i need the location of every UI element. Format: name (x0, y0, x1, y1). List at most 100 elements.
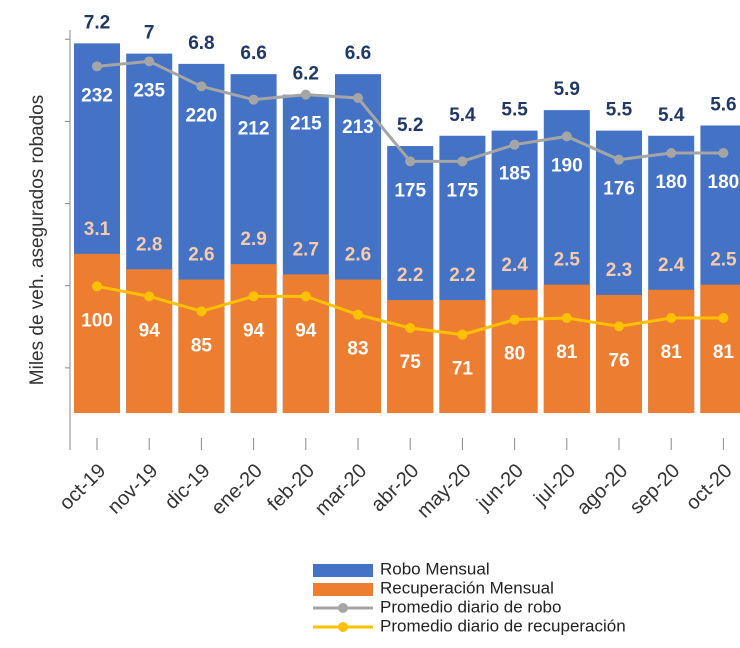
data-label: 235 (133, 80, 165, 101)
data-label: 2.4 (658, 255, 685, 276)
data-label: 215 (290, 114, 322, 135)
data-label: 2.8 (136, 234, 162, 255)
line-marker (509, 314, 520, 325)
data-label: 94 (295, 320, 317, 341)
data-label: 176 (603, 179, 635, 200)
data-label: 81 (661, 342, 683, 363)
line-marker (405, 156, 416, 167)
data-label: 81 (556, 342, 578, 363)
x-tick-label: ene-20 (207, 460, 267, 520)
bar (648, 289, 695, 414)
data-label: 83 (347, 339, 368, 360)
data-label: 5.5 (606, 100, 633, 121)
line-marker (666, 313, 677, 323)
line-marker (509, 139, 520, 150)
legend-swatch (338, 603, 348, 613)
data-label: 2.6 (345, 245, 371, 266)
data-label: 5.2 (397, 115, 423, 136)
legend-label: Promedio diario de robo (380, 597, 561, 616)
data-label: 185 (499, 164, 531, 185)
data-label: 7 (144, 23, 155, 44)
line-marker (248, 94, 259, 105)
data-label: 175 (447, 180, 479, 201)
bar (543, 284, 590, 414)
legend-label: Recuperación Mensual (380, 578, 554, 597)
data-label: 6.6 (345, 43, 371, 64)
data-label: 6.6 (240, 43, 266, 64)
data-label: 2.7 (293, 239, 319, 260)
line-marker (457, 329, 468, 340)
data-label: 232 (81, 85, 113, 106)
bar (439, 300, 486, 414)
data-label: 80 (504, 344, 525, 365)
legend-label: Robo Mensual (380, 559, 490, 578)
data-label: 85 (191, 335, 213, 356)
data-label: 76 (608, 350, 629, 371)
data-label: 5.5 (501, 100, 528, 121)
line-marker (300, 89, 311, 100)
data-label: 81 (713, 342, 735, 363)
bar (700, 284, 740, 414)
data-label: 94 (139, 320, 161, 341)
bar (335, 279, 381, 414)
bar (230, 264, 277, 414)
bar (491, 289, 538, 414)
line-marker (457, 156, 468, 167)
data-label: 2.2 (397, 265, 423, 286)
data-label: 175 (394, 180, 426, 201)
data-label: 71 (452, 359, 474, 380)
data-label: 6.2 (293, 64, 319, 85)
data-label: 190 (551, 155, 583, 176)
x-tick-label: ago-20 (573, 460, 633, 520)
bar (387, 300, 434, 414)
x-tick-label: nov-19 (104, 460, 163, 519)
data-label: 100 (81, 310, 113, 331)
line-marker (353, 93, 363, 103)
line-marker (405, 323, 416, 333)
line-marker (92, 61, 102, 72)
data-label: 2.4 (501, 255, 528, 276)
bar (178, 279, 225, 414)
y-axis-title: Miles de veh. asegurados robados (27, 95, 48, 385)
data-label: 2.2 (449, 265, 475, 286)
legend-swatch (313, 564, 373, 577)
data-label: 180 (708, 172, 740, 193)
line-marker (144, 56, 155, 67)
x-tick-label: sep-20 (626, 460, 685, 519)
data-label: 5.4 (449, 105, 476, 126)
data-label: 6.8 (188, 33, 214, 54)
line-marker (353, 309, 363, 320)
line-marker (614, 154, 624, 165)
line-marker (614, 321, 624, 332)
line-marker (196, 306, 207, 317)
line-marker (718, 148, 729, 158)
line-marker (561, 313, 572, 323)
x-tick-label: feb-20 (263, 460, 319, 516)
data-label: 220 (186, 105, 218, 126)
line-marker (196, 81, 207, 92)
legend-label: Promedio diario de recuperación (380, 616, 626, 635)
x-tick-label: oct-19 (55, 460, 110, 515)
line-marker (561, 131, 572, 142)
legend-swatch (338, 622, 348, 632)
bar (596, 294, 642, 414)
data-label: 212 (238, 119, 270, 140)
line-marker (144, 291, 155, 302)
legend-swatch (313, 583, 373, 596)
data-label: 75 (400, 352, 422, 373)
data-label: 180 (655, 172, 687, 193)
bar (74, 253, 120, 414)
line-marker (300, 291, 311, 302)
data-label: 2.9 (240, 229, 266, 250)
data-label: 2.5 (710, 250, 737, 271)
x-tick-label: oct-20 (682, 460, 737, 515)
line-marker (248, 291, 259, 302)
data-label: 2.3 (606, 260, 632, 281)
data-label: 5.6 (710, 95, 736, 116)
line-marker (92, 281, 102, 292)
data-label: 94 (243, 320, 265, 341)
data-label: 2.6 (188, 245, 214, 266)
data-label: 213 (342, 117, 374, 138)
x-tick-label: dic-19 (161, 460, 215, 514)
